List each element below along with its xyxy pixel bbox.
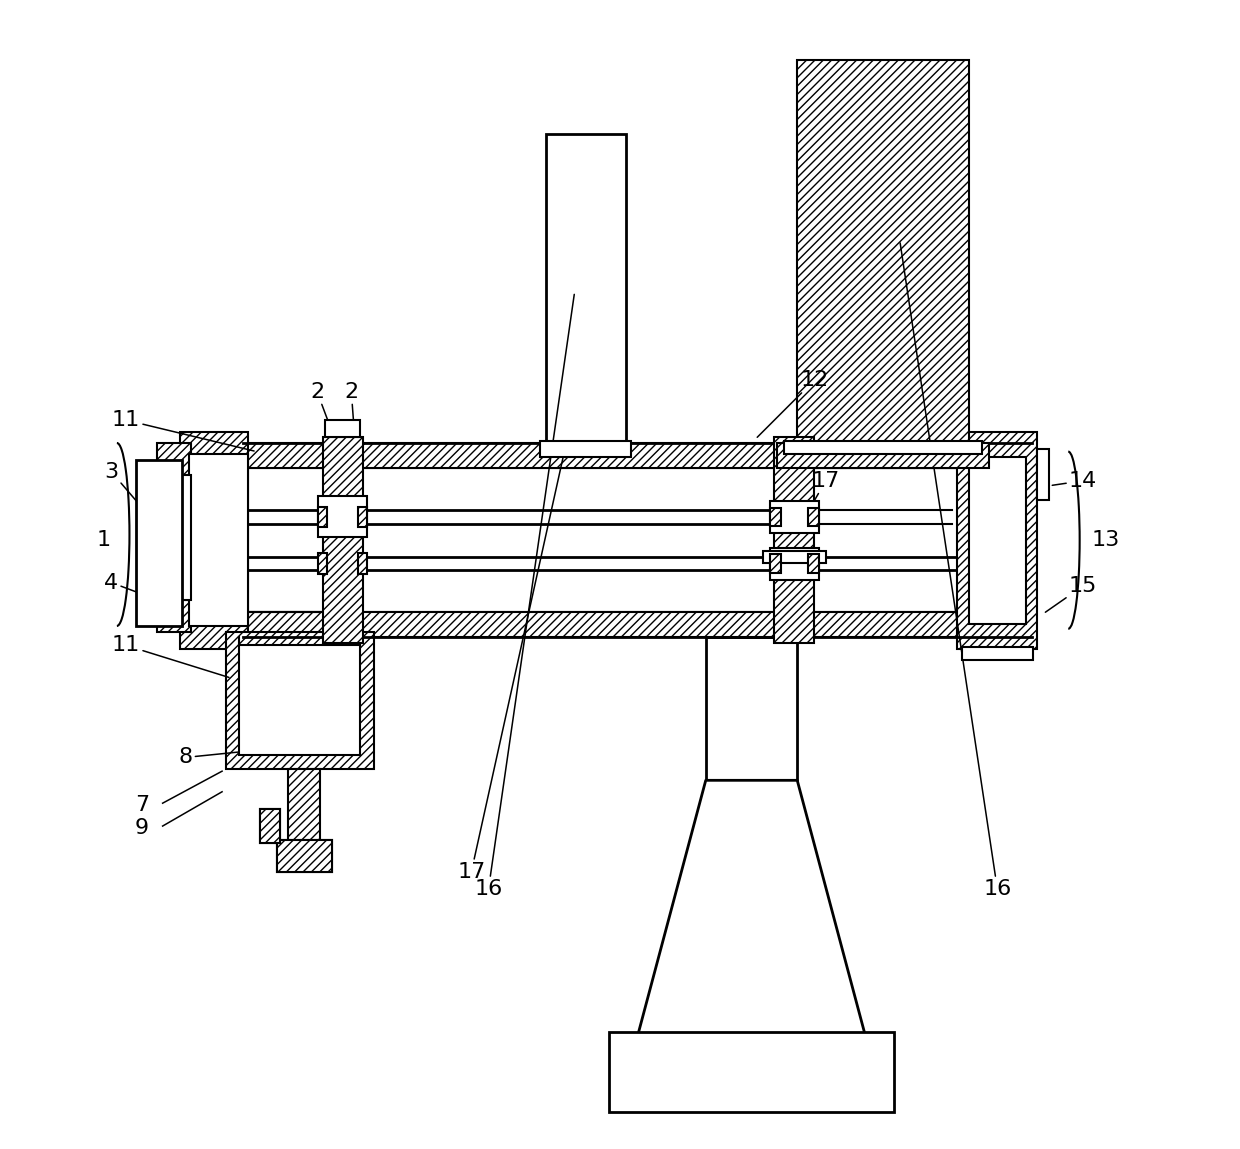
Text: 13: 13	[1091, 530, 1120, 550]
Bar	[763, 552, 826, 563]
Bar	[797, 60, 968, 444]
Bar	[289, 769, 320, 843]
Bar	[277, 840, 332, 872]
Bar	[243, 612, 1032, 638]
Text: 17: 17	[458, 444, 567, 881]
Bar	[188, 455, 248, 626]
Bar	[774, 438, 815, 643]
Bar	[358, 507, 367, 527]
Bar	[784, 441, 982, 455]
Bar	[962, 647, 1033, 661]
Bar	[770, 554, 781, 572]
Text: 1: 1	[97, 530, 110, 550]
Bar	[1038, 449, 1049, 500]
Text: 2: 2	[345, 381, 358, 438]
Bar	[706, 638, 797, 780]
Bar	[807, 554, 818, 572]
Bar	[770, 548, 818, 579]
Bar	[226, 632, 374, 769]
Bar	[157, 600, 191, 632]
Bar	[358, 553, 367, 573]
Bar	[260, 809, 280, 843]
Bar	[157, 475, 191, 600]
Bar	[243, 444, 1032, 468]
Text: 11: 11	[112, 635, 229, 678]
Text: 3: 3	[104, 462, 145, 511]
Bar	[770, 501, 818, 533]
Text: 7: 7	[135, 795, 149, 816]
Text: 4: 4	[104, 572, 157, 600]
Text: 12: 12	[758, 370, 828, 438]
Text: 2: 2	[310, 381, 334, 438]
Bar	[609, 1032, 894, 1112]
Text: 9: 9	[135, 818, 149, 839]
Polygon shape	[637, 780, 866, 1038]
Bar	[243, 468, 1032, 612]
Bar	[546, 134, 626, 444]
Text: 14: 14	[1053, 471, 1097, 491]
Bar	[776, 444, 990, 468]
Bar	[319, 496, 367, 538]
Bar	[136, 460, 182, 626]
Bar	[807, 508, 818, 526]
Bar	[322, 438, 363, 643]
Bar	[260, 809, 280, 843]
Bar	[325, 421, 361, 438]
Bar	[968, 456, 1025, 624]
Bar	[157, 444, 191, 475]
Text: 17: 17	[791, 471, 839, 540]
Text: 16: 16	[900, 242, 1012, 899]
Bar	[319, 553, 327, 573]
Bar	[957, 432, 1038, 649]
Text: 16: 16	[475, 294, 574, 899]
Bar	[277, 840, 332, 872]
Text: 8: 8	[179, 746, 298, 768]
Bar	[180, 432, 248, 649]
Bar	[239, 646, 361, 755]
Text: 15: 15	[1045, 576, 1097, 612]
Bar	[539, 441, 631, 456]
Bar	[319, 507, 327, 527]
Bar	[770, 508, 781, 526]
Text: 11: 11	[112, 410, 254, 452]
